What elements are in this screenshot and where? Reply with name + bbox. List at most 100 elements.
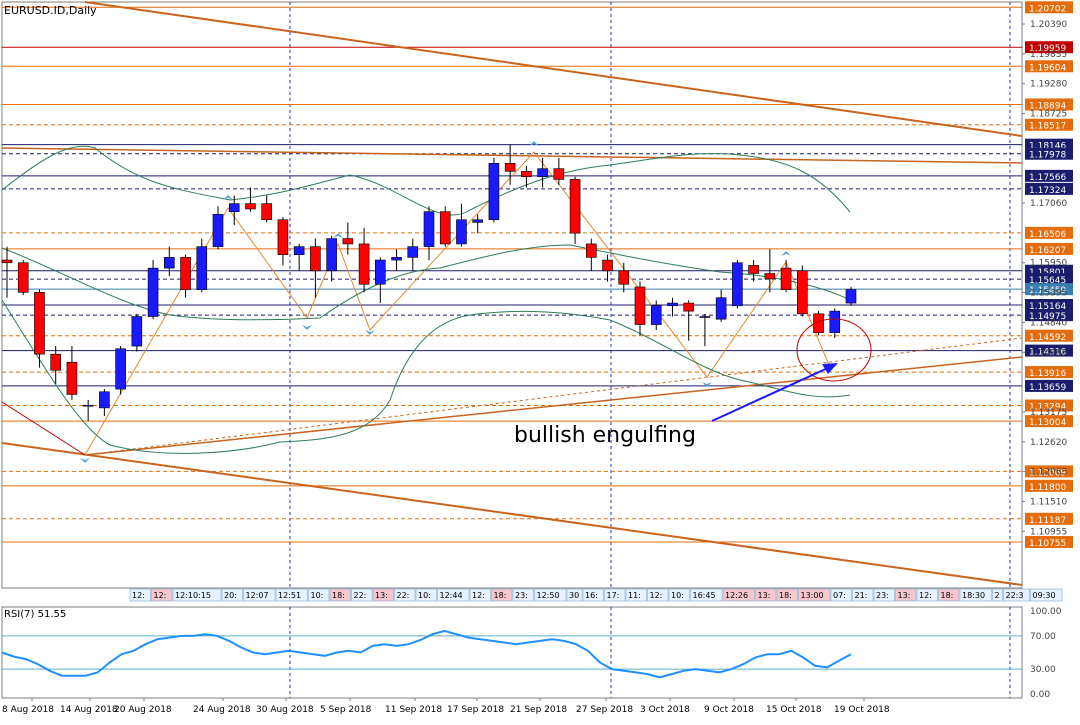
bullish-engulfing-annotation: bullish engulfing	[514, 423, 696, 448]
fractal-down-marker	[302, 325, 312, 330]
price-tag	[1025, 366, 1073, 379]
timeframe-cell	[415, 588, 437, 602]
lower-channel-trendline	[1, 442, 1023, 586]
date-label: 21 Sep 2018	[510, 705, 567, 715]
bullish-candle	[667, 302, 678, 307]
price-tag	[1025, 309, 1073, 322]
price-tick-label: 1.19835	[1030, 50, 1067, 60]
timeframe-cell	[172, 588, 222, 602]
date-label: 11 Sep 2018	[385, 705, 442, 715]
date-label: 27 Sep 2018	[576, 705, 633, 715]
price-tag	[1025, 118, 1073, 131]
price-tick-label: 1.14285	[1030, 348, 1067, 358]
bullish-candle	[293, 246, 305, 255]
bullish-candle	[423, 211, 435, 247]
timeframe-cell	[625, 588, 647, 602]
timeframe-cell	[129, 588, 151, 602]
price-tag	[1025, 169, 1073, 182]
timeframe-cell	[722, 588, 755, 602]
bullish-candle	[228, 203, 240, 212]
price-tag-label: 1.14316	[1029, 348, 1066, 358]
timeframe-cell-label: 12:	[132, 591, 145, 600]
bollinger-upper-band	[1, 145, 851, 216]
timeframe-cell-label: 12:	[472, 591, 485, 600]
timeframe-cell	[755, 588, 777, 602]
price-tag	[1025, 138, 1073, 151]
timeframe-cell-label: 12:	[154, 591, 167, 600]
price-tick-label: 1.14840	[1030, 318, 1067, 328]
timeframe-cell-label: 12:	[650, 591, 663, 600]
support-trendline-dotted	[84, 337, 1023, 456]
bullish-candle	[326, 238, 337, 272]
price-levels-layer	[2, 6, 1022, 543]
trendlines-layer	[1, 1, 1023, 586]
zigzag-line	[84, 151, 830, 456]
date-label: 19 Oct 2018	[834, 705, 890, 715]
bearish-candle	[813, 313, 824, 333]
price-tag	[1025, 415, 1073, 428]
bullish-candle	[391, 257, 402, 261]
date-label: 3 Oct 2018	[640, 705, 690, 715]
bearish-candle	[277, 219, 289, 255]
bearish-candle	[797, 270, 808, 315]
date-label: 17 Sep 2018	[447, 705, 504, 715]
bullish-candle	[472, 219, 483, 223]
timeframe-cell-label: 10:	[418, 591, 431, 600]
timeframe-cell-label: 12:50	[537, 591, 560, 600]
timeframe-cell-label: 22:	[397, 591, 410, 600]
bullish-candle	[99, 391, 110, 409]
timeframe-cell	[690, 588, 723, 602]
price-tag-label: 1.14975	[1029, 312, 1066, 322]
annotation-arrow-head	[822, 363, 838, 374]
timeframe-cell-label: 23:	[515, 591, 528, 600]
timeframe-cell-label: 20:	[224, 591, 237, 600]
timeframe-cell-label: 2	[995, 591, 1000, 600]
bullish-candle	[488, 162, 500, 221]
date-label: 20 Aug 2018	[114, 705, 172, 715]
bullish-candle	[82, 404, 94, 407]
fractal-markers-layer	[80, 141, 872, 463]
price-tick-label: 1.12620	[1030, 438, 1067, 448]
bearish-candle	[602, 259, 613, 272]
bullish-candle	[715, 297, 727, 320]
price-tag-label: 1.15164	[1029, 302, 1066, 312]
date-label: 5 Sep 2018	[320, 705, 372, 715]
timeframe-cell-label: 10:	[311, 591, 324, 600]
timeframe-cell-label: 18:	[779, 591, 792, 600]
timeframe-cell-label: 21:	[855, 591, 868, 600]
rsi-tick-label: 70.00	[1030, 632, 1056, 642]
timeframe-cell-label: 12:51	[278, 591, 301, 600]
bullish-candle	[829, 310, 841, 333]
timeframe-cell-label: 13:00	[801, 591, 824, 600]
price-tag	[1025, 465, 1073, 478]
timeframe-cell-label: 23:	[876, 591, 889, 600]
price-tag	[1025, 329, 1073, 342]
timeframe-cell-label: 12:	[919, 591, 932, 600]
timeframe-cell	[852, 588, 874, 602]
bearish-candle	[618, 270, 630, 285]
timeframe-cell	[668, 588, 690, 602]
fractal-up-marker	[223, 195, 233, 200]
timeframe-cell	[992, 588, 1003, 602]
price-tick-label: 1.15395	[1030, 289, 1067, 299]
bearish-candle	[50, 353, 61, 371]
bullish-candle	[537, 168, 548, 178]
bearish-candle	[439, 211, 451, 245]
price-tag-label: 1.17566	[1029, 173, 1066, 183]
timeframe-cell	[372, 588, 394, 602]
price-tag-label: 1.10755	[1029, 539, 1066, 549]
price-tag-label: 1.16207	[1029, 246, 1066, 256]
timeframe-cell	[491, 588, 513, 602]
timeframe-cell-label: 12:07	[246, 591, 269, 600]
price-tag	[1025, 182, 1073, 195]
bearish-candle	[66, 361, 78, 395]
bollinger-bands-layer	[1, 145, 851, 454]
price-tag	[1025, 512, 1073, 525]
timeframe-cell-label: 11:	[628, 591, 641, 600]
price-tick-label: 1.20390	[1030, 20, 1067, 30]
timeframe-cell	[329, 588, 351, 602]
timeframe-cell-label: 16:	[585, 591, 598, 600]
